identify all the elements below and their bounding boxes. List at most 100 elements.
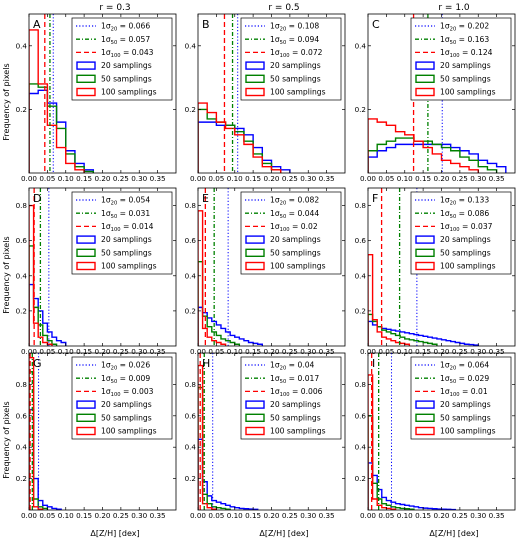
x-tick-label: 0.15 [415,174,431,183]
legend-label-20-samplings: 20 samplings [270,61,321,70]
legend-label-20-samplings: 20 samplings [270,235,321,244]
x-tick-label: 0.25 [113,347,129,356]
legend-label-sigma-50: 1σ50 = 0.029 [440,374,489,385]
y-tick-label: 0.4 [16,443,28,452]
x-tick-label: 0.20 [433,511,449,520]
legend-label-sigma-20: 1σ20 = 0.108 [270,22,319,33]
x-tick-label: 0.05 [208,511,224,520]
legend-label-20-samplings: 20 samplings [101,235,152,244]
x-tick-label: 0.05 [39,174,55,183]
legend-label-sigma-50: 1σ50 = 0.031 [101,209,150,220]
legend-label-20-samplings: 20 samplings [440,235,491,244]
panel-c: C 0.00 0.05 0.10 0.15 0.20 0.25 0.30 0.35 0.2 0.4 1… [355,13,516,183]
legend-swatch-100 [415,261,435,271]
legend-swatch-50 [415,413,435,422]
x-tick-label: 0.10 [58,511,74,520]
x-tick-label: 0.35 [150,347,166,356]
legend: 1σ20 = 0.04 1σ50 = 0.017 1σ100 = 0.006 20 s… [240,356,342,440]
legend-label-20-samplings: 20 samplings [440,61,491,70]
legend-label-sigma-100: 1σ100 = 0.01 [440,387,488,398]
legend-swatch-100 [245,261,265,271]
legend-label-100-samplings: 100 samplings [270,427,326,436]
x-tick-label: 0.25 [282,347,298,356]
x-tick-label: 0.25 [113,511,129,520]
x-tick-label: 0.00 [190,347,206,356]
legend-label-20-samplings: 20 samplings [101,61,152,70]
x-tick-label: 0.15 [245,347,261,356]
x-axis-labels: Δ[Z/H] [dex] Δ[Z/H] [dex] Δ[Z/H] [dex] [90,529,478,538]
legend-box [240,356,342,440]
y-tick-label: 0.4 [185,271,197,280]
legend-label-sigma-50: 1σ50 = 0.017 [270,374,319,385]
x-tick-label: 0.10 [397,511,413,520]
y-axis-label-row-3: Frequency of pixels [2,401,11,478]
legend-swatch-20 [415,235,435,244]
legend-box [410,356,512,440]
y-tick-label: 0.2 [185,474,196,483]
x-tick-label: 0.05 [208,174,224,183]
legend-label-sigma-50: 1σ50 = 0.009 [101,374,150,385]
legend-label-100-samplings: 100 samplings [101,262,157,271]
legend-swatch-20 [76,400,96,409]
legend-label-sigma-20: 1σ20 = 0.064 [440,361,489,372]
histogram-100-samplings [368,374,397,510]
panel-label: I [372,357,375,370]
legend-label-sigma-100: 1σ100 = 0.072 [270,48,323,59]
legend: 1σ20 = 0.082 1σ50 = 0.044 1σ100 = 0.02 20 s… [240,191,342,275]
legend-label-50-samplings: 50 samplings [440,413,491,422]
x-tick-label: 0.25 [452,174,468,183]
legend-box [240,17,342,101]
x-tick-label: 0.05 [378,174,394,183]
x-tick-label: 0.15 [415,347,431,356]
legend-box [71,191,173,275]
y-tick-label: 0.2 [355,105,366,114]
panel-a: A 0.00 0.05 0.10 0.15 0.20 0.25 0.30 0.35 0.2 0.4 1… [16,13,177,183]
legend-swatch-50 [415,248,435,258]
panel-label: B [202,18,210,31]
y-tick-label: 0.8 [355,380,367,389]
legend-swatch-20 [245,235,265,244]
panels: A0.00 0.05 0.10 0.15 0.20 0.25 0.30 0.350.20.41… [16,13,516,520]
x-tick-label: 0.10 [227,511,243,520]
y-tick-label: 0.2 [355,306,366,315]
legend-label-100-samplings: 100 samplings [440,427,496,436]
histogram-20-samplings [198,438,259,510]
y-tick-label: 0.4 [355,271,367,280]
legend-swatch-20 [245,400,265,409]
x-tick-label: 0.25 [282,174,298,183]
legend-label-50-samplings: 50 samplings [101,248,152,257]
y-tick-label: 0.6 [16,236,28,245]
x-tick-label: 0.10 [227,347,243,356]
legend-label-sigma-20: 1σ20 = 0.026 [101,361,150,372]
legend-swatch-50 [76,413,96,422]
y-tick-label: 0.4 [185,41,197,50]
x-tick-label: 0.30 [300,347,316,356]
x-tick-label: 0.20 [263,511,279,520]
legend-label-sigma-100: 1σ100 = 0.006 [270,387,323,398]
panel-b: B 0.00 0.05 0.10 0.15 0.20 0.25 0.30 0.35 0.2 0.4 1… [185,13,346,183]
x-tick-label: 0.10 [397,347,413,356]
x-tick-label: 0.35 [489,347,505,356]
x-tick-label: 0.25 [282,511,298,520]
legend-label-50-samplings: 50 samplings [101,74,152,83]
y-axis-label-row-1: Frequency of pixels [2,63,11,140]
y-tick-label: 0.4 [16,41,28,50]
panel-label: E [202,192,209,205]
legend-label-50-samplings: 50 samplings [270,248,321,257]
x-tick-label: 0.00 [360,511,376,520]
x-tick-label: 0.30 [131,174,147,183]
legend-swatch-50 [245,248,265,258]
x-tick-label: 0.20 [94,347,110,356]
column-title-2: r = 0.5 [268,3,299,13]
x-tick-label: 0.20 [94,511,110,520]
plot-area [198,14,291,173]
legend-label-50-samplings: 50 samplings [101,413,152,422]
histogram-50-samplings [29,83,95,173]
x-tick-label: 0.10 [397,174,413,183]
x-tick-label: 0.20 [263,174,279,183]
histogram-50-samplings [368,415,415,510]
legend-swatch-50 [245,74,265,84]
panel-g: G 0.00 0.05 0.10 0.15 0.20 0.25 0.30 0.35 0.2 0.4 0… [16,352,177,520]
x-tick-label: 0.00 [21,347,37,356]
